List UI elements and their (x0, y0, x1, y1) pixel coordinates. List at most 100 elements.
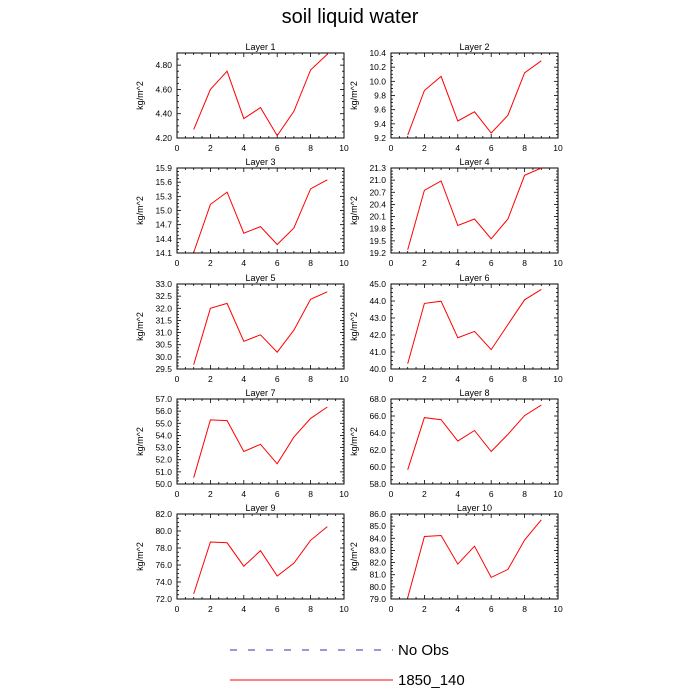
x-tick-label: 6 (489, 374, 494, 384)
y-tick-label: 20.7 (369, 187, 386, 197)
y-tick-label: 19.5 (369, 236, 386, 246)
panel-layer-4: Layer 4 kg/m^2 0 2 4 6 8 10 19.2 19.5 19.8 20.1 20.4… (349, 157, 563, 268)
x-tick-label: 4 (455, 604, 460, 614)
x-tick-label: 0 (175, 374, 180, 384)
series-line-1850-140 (407, 404, 542, 470)
y-tick-label: 31.5 (155, 315, 172, 325)
y-tick-label: 80.0 (155, 526, 172, 536)
y-tick-label: 20.4 (369, 199, 386, 209)
panel-title: Layer 4 (459, 157, 489, 167)
y-tick-label: 32.0 (155, 303, 172, 313)
x-tick-label: 0 (389, 258, 394, 268)
y-tick-label: 50.0 (155, 479, 172, 489)
panel-layer-1: Layer 1 kg/m^2 0 2 4 6 8 10 4.20 4.40 4.60 4.80 (135, 42, 349, 153)
series-line-1850-140 (407, 60, 542, 136)
x-tick-label: 2 (208, 489, 213, 499)
y-tick-label: 9.2 (374, 133, 386, 143)
y-tick-label: 53.0 (155, 443, 172, 453)
y-tick-label: 80.0 (369, 582, 386, 592)
x-tick-label: 8 (522, 604, 527, 614)
x-tick-label: 10 (339, 258, 349, 268)
x-tick-label: 8 (308, 143, 313, 153)
panel-title: Layer 10 (457, 503, 492, 513)
y-axis-label: kg/m^2 (135, 196, 145, 225)
y-tick-label: 64.0 (369, 428, 386, 438)
legend-label: 1850_140 (398, 672, 465, 689)
y-tick-label: 66.0 (369, 411, 386, 421)
x-tick-label: 2 (208, 258, 213, 268)
x-tick-label: 4 (455, 489, 460, 499)
y-tick-label: 81.0 (369, 570, 386, 580)
y-axis-label: kg/m^2 (349, 312, 359, 341)
y-tick-label: 82.0 (369, 558, 386, 568)
series-line-1850-140 (193, 526, 328, 595)
y-tick-label: 44.0 (369, 296, 386, 306)
x-tick-label: 6 (275, 604, 280, 614)
panel-title: Layer 8 (459, 388, 489, 398)
x-tick-label: 8 (308, 258, 313, 268)
series-line-1850-140 (193, 406, 328, 478)
y-tick-label: 9.6 (374, 105, 386, 115)
x-tick-label: 0 (389, 374, 394, 384)
y-tick-label: 29.5 (155, 364, 172, 374)
x-tick-label: 2 (422, 374, 427, 384)
y-axis-label: kg/m^2 (135, 312, 145, 341)
x-tick-label: 8 (522, 489, 527, 499)
y-tick-label: 60.0 (369, 462, 386, 472)
x-tick-label: 0 (175, 258, 180, 268)
y-tick-label: 86.0 (369, 509, 386, 519)
series-line-1850-140 (407, 167, 542, 250)
y-tick-label: 74.0 (155, 577, 172, 587)
panel-layer-9: Layer 9 kg/m^2 0 2 4 6 8 10 72.0 74.0 76.0 78.0 80.0… (135, 503, 349, 614)
y-tick-label: 42.0 (369, 330, 386, 340)
x-tick-label: 2 (422, 604, 427, 614)
y-tick-label: 58.0 (369, 479, 386, 489)
legend-label: No Obs (398, 642, 449, 659)
y-tick-label: 51.0 (155, 467, 172, 477)
x-tick-label: 8 (522, 143, 527, 153)
panel-layer-6: Layer 6 kg/m^2 0 2 4 6 8 10 40.0 41.0 42.0 43.0 44.0… (349, 273, 563, 384)
panel-layer-3: Layer 3 kg/m^2 0 2 4 6 8 10 14.1 14.4 14.7 15.0 15.3… (135, 157, 349, 268)
y-tick-label: 76.0 (155, 560, 172, 570)
x-tick-label: 0 (175, 489, 180, 499)
y-tick-label: 14.1 (155, 248, 172, 258)
x-tick-label: 10 (339, 489, 349, 499)
y-tick-label: 4.60 (155, 84, 172, 94)
y-tick-label: 57.0 (155, 394, 172, 404)
series-line-1850-140 (193, 53, 328, 137)
x-tick-label: 0 (175, 604, 180, 614)
y-tick-label: 9.8 (374, 91, 386, 101)
x-tick-label: 10 (553, 258, 563, 268)
y-tick-label: 32.5 (155, 291, 172, 301)
y-tick-label: 52.0 (155, 455, 172, 465)
series-line-1850-140 (193, 179, 328, 253)
y-tick-label: 85.0 (369, 521, 386, 531)
x-tick-label: 6 (489, 604, 494, 614)
y-tick-label: 43.0 (369, 313, 386, 323)
y-tick-label: 41.0 (369, 347, 386, 357)
panel-title: Layer 1 (245, 42, 275, 52)
y-tick-label: 19.8 (369, 224, 386, 234)
y-tick-label: 84.0 (369, 533, 386, 543)
y-tick-label: 10.4 (369, 48, 386, 58)
y-axis-label: kg/m^2 (135, 542, 145, 571)
x-tick-label: 4 (455, 374, 460, 384)
y-tick-label: 9.4 (374, 119, 386, 129)
y-tick-label: 33.0 (155, 279, 172, 289)
y-tick-label: 68.0 (369, 394, 386, 404)
x-tick-label: 10 (553, 604, 563, 614)
x-tick-label: 10 (339, 374, 349, 384)
y-tick-label: 15.3 (155, 191, 172, 201)
panel-layer-8: Layer 8 kg/m^2 0 2 4 6 8 10 58.0 60.0 62.0 64.0 66.0… (349, 388, 563, 499)
legend-item-1: No Obs (230, 642, 449, 659)
y-tick-label: 31.0 (155, 328, 172, 338)
panel-layer-7: Layer 7 kg/m^2 0 2 4 6 8 10 50.0 51.0 52.0 53.0 54.0… (135, 388, 349, 499)
x-tick-label: 0 (175, 143, 180, 153)
x-tick-label: 10 (553, 489, 563, 499)
panel-layer-10: Layer 10 kg/m^2 0 2 4 6 8 10 79.0 80.0 81.0 82.0 83.… (349, 503, 563, 614)
y-tick-label: 14.7 (155, 220, 172, 230)
y-tick-label: 4.20 (155, 133, 172, 143)
x-tick-label: 8 (308, 374, 313, 384)
y-tick-label: 82.0 (155, 509, 172, 519)
